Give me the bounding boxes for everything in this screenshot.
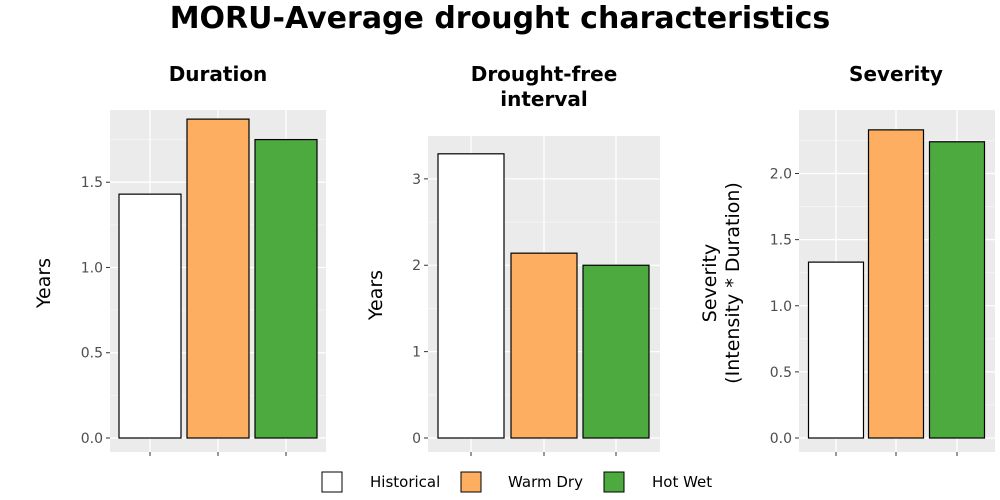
legend-key-warm-dry [460, 471, 482, 493]
y-tick-label: 0.5 [770, 365, 792, 381]
bar-historical [807, 261, 865, 439]
bar-historical [118, 193, 182, 439]
legend: Historical Warm Dry Hot Wet [321, 471, 712, 493]
bar-warm-dry [186, 118, 250, 439]
y-tick-label: 0.0 [770, 431, 792, 447]
duration-panel: Duration Years 0.0 0.5 1.0 1.5 [33, 62, 326, 456]
y-tick-label: 1.5 [770, 233, 792, 249]
y-tick-label: 1.0 [81, 260, 103, 276]
bar-hot-wet [928, 141, 986, 439]
y-tick-label: 2 [412, 258, 421, 274]
y-tick-label: 0 [412, 431, 421, 447]
severity-panel: Severity Severity (Intensity * Duration)… [699, 62, 995, 456]
bar-historical [437, 153, 505, 439]
bar-hot-wet [254, 138, 318, 439]
legend-label-historical: Historical [370, 473, 440, 491]
severity-y-axis-label-line-2: (Intensity * Duration) [722, 182, 744, 384]
y-tick-label: 1.0 [770, 299, 792, 315]
legend-key-hot-wet [603, 471, 625, 493]
legend-label-hot-wet: Hot Wet [652, 473, 712, 491]
y-tick-label: 3 [412, 172, 421, 188]
chart-title: MORU-Average drought characteristics [170, 1, 831, 36]
legend-key-historical [321, 471, 343, 493]
drought-free-panel-title-line-2: interval [500, 87, 587, 111]
bar-warm-dry [510, 252, 578, 439]
severity-y-axis-label-line-1: Severity [699, 244, 721, 322]
duration-panel-title: Duration [169, 62, 268, 86]
drought-free-panel-title-line-1: Drought-free [471, 62, 618, 86]
bar-warm-dry [867, 129, 925, 439]
y-tick-label: 1.5 [81, 175, 103, 191]
severity-panel-title: Severity [849, 62, 943, 86]
bar-hot-wet [582, 264, 650, 439]
y-tick-label: 0.0 [81, 431, 103, 447]
y-tick-label: 1 [412, 345, 421, 361]
y-tick-label: 2.0 [770, 167, 792, 183]
drought-free-y-axis-label: Years [365, 270, 387, 321]
legend-label-warm-dry: Warm Dry [508, 473, 583, 491]
y-tick-label: 0.5 [81, 346, 103, 362]
drought-free-interval-panel: Drought-free interval Years 0 1 2 3 [365, 62, 660, 456]
duration-y-axis-label: Years [33, 258, 55, 309]
